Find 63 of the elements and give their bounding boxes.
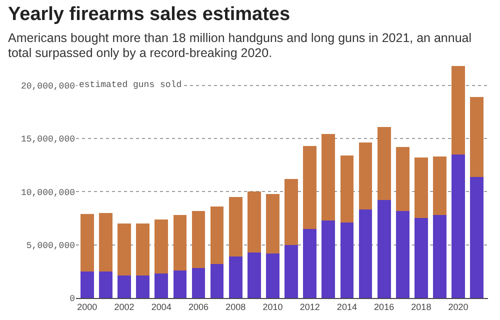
chart-title: Yearly firearms sales estimates bbox=[8, 4, 290, 26]
y-tick-label: 20,000,000 bbox=[20, 81, 75, 92]
bar bbox=[396, 146, 410, 211]
bar bbox=[470, 96, 484, 177]
y-tick-label: 0 bbox=[70, 294, 75, 304]
bar bbox=[433, 215, 446, 298]
bar bbox=[247, 192, 261, 252]
x-tick-label: 2018 bbox=[411, 302, 432, 312]
chart-subtitle: Americans bought more than 18 million handguns and long guns in 2021, an annual total surpassed only by a record-breaking 2020. bbox=[8, 31, 472, 60]
bar bbox=[154, 274, 168, 298]
bar bbox=[99, 271, 112, 298]
bar bbox=[340, 222, 354, 298]
x-tick-label: 2014 bbox=[336, 302, 357, 312]
bar bbox=[192, 268, 206, 298]
bar bbox=[80, 214, 94, 272]
x-tick-label: 2002 bbox=[114, 302, 134, 312]
x-tick-label: 2006 bbox=[188, 302, 209, 312]
y-axis-title: estimated guns sold bbox=[79, 80, 182, 90]
bar bbox=[247, 252, 261, 298]
x-tick-label: 2008 bbox=[226, 302, 246, 312]
y-tick-label: 15,000,000 bbox=[20, 134, 75, 145]
bar bbox=[470, 176, 484, 298]
bar bbox=[228, 196, 242, 257]
bar bbox=[192, 210, 206, 268]
y-tick-label: 10,000,000 bbox=[20, 188, 75, 198]
bar bbox=[414, 158, 428, 218]
bar bbox=[358, 142, 372, 210]
bar bbox=[340, 155, 354, 222]
x-tick-label: 2016 bbox=[374, 302, 394, 312]
bar bbox=[358, 210, 372, 298]
x-tick-label: 2004 bbox=[151, 302, 172, 312]
bar bbox=[154, 219, 168, 274]
bar bbox=[284, 178, 298, 245]
bar bbox=[173, 270, 187, 298]
y-tick-label: 5,000,000 bbox=[26, 240, 75, 251]
x-tick-label: 2012 bbox=[300, 302, 320, 312]
bar bbox=[303, 228, 317, 298]
x-tick-label: 2020 bbox=[448, 302, 468, 312]
bar bbox=[99, 212, 112, 272]
bar bbox=[414, 218, 428, 298]
bar bbox=[228, 256, 242, 298]
x-tick-label: 2010 bbox=[262, 302, 283, 312]
bar bbox=[452, 154, 465, 298]
bar bbox=[322, 220, 336, 298]
bar bbox=[303, 146, 317, 229]
bar bbox=[322, 134, 336, 220]
bar bbox=[377, 126, 391, 200]
bar bbox=[173, 215, 187, 270]
bar bbox=[433, 156, 446, 216]
bar bbox=[377, 200, 391, 298]
bar bbox=[452, 66, 465, 154]
bar bbox=[266, 194, 280, 254]
bar bbox=[266, 253, 280, 298]
bar bbox=[136, 224, 150, 276]
bar bbox=[210, 206, 224, 264]
bar bbox=[118, 276, 131, 298]
bar bbox=[396, 210, 410, 298]
bar bbox=[118, 224, 131, 276]
x-tick-label: 2000 bbox=[77, 302, 98, 312]
bar bbox=[210, 264, 224, 298]
bar bbox=[136, 276, 150, 298]
bar bbox=[80, 271, 94, 298]
bar bbox=[284, 244, 298, 298]
